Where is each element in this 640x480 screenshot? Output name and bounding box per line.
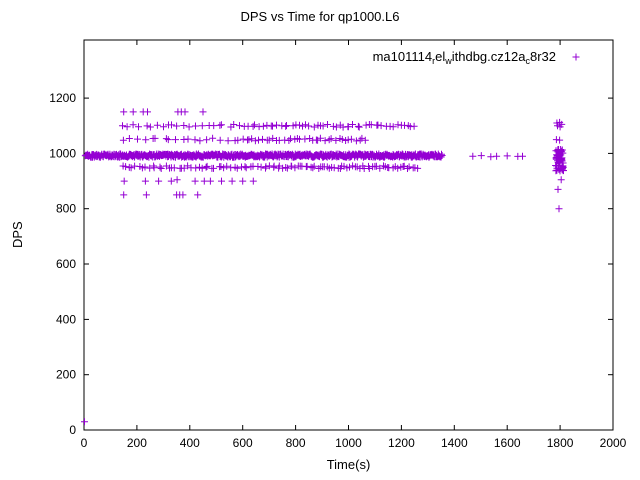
chart-title: DPS vs Time for qp1000.L6 (240, 9, 400, 24)
x-tick-label: 1400 (441, 436, 468, 450)
y-tick-label: 200 (56, 368, 76, 382)
x-tick-label: 800 (286, 436, 306, 450)
y-tick-label: 800 (56, 202, 76, 216)
x-tick-label: 1600 (494, 436, 521, 450)
plot-border (83, 39, 614, 431)
x-tick-label: 0 (81, 436, 88, 450)
x-tick-label: 2000 (600, 436, 627, 450)
x-tick-label: 600 (233, 436, 253, 450)
y-tick-label: 1200 (49, 91, 76, 105)
data-points (81, 108, 567, 426)
y-tick-label: 0 (69, 423, 76, 437)
x-tick-label: 400 (180, 436, 200, 450)
tick-marks (83, 40, 614, 431)
legend-marker-icon (572, 53, 580, 61)
tick-labels: 0 200 400 600 800 1000 1200 1400 1600 1800 2000 0 20… (49, 91, 626, 450)
x-axis-label: Time(s) (326, 457, 371, 472)
y-tick-label: 1000 (49, 146, 76, 160)
y-tick-label: 600 (56, 257, 76, 271)
x-tick-label: 1200 (388, 436, 415, 450)
x-tick-label: 1800 (547, 436, 574, 450)
x-tick-label: 200 (127, 436, 147, 450)
y-tick-label: 400 (56, 312, 76, 326)
legend: ma101114relwithdbg.cz12ac8r32 (373, 49, 580, 66)
x-tick-label: 1000 (335, 436, 362, 450)
legend-label: ma101114relwithdbg.cz12ac8r32 (373, 49, 556, 66)
